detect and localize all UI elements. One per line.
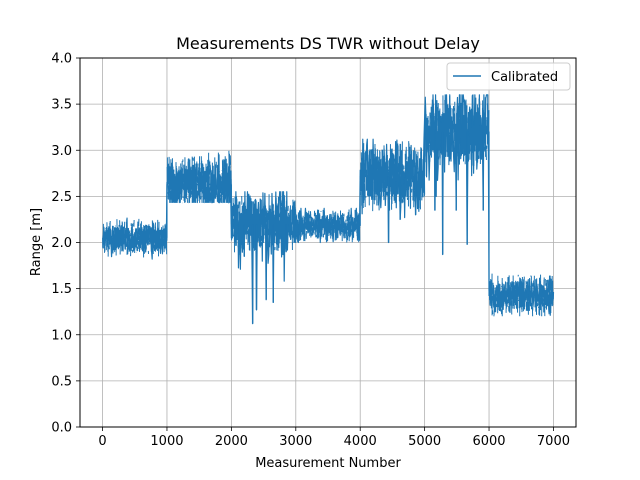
segment-noise-band xyxy=(102,218,168,258)
y-tick-label: 0.0 xyxy=(51,421,72,436)
x-tick-label: 3000 xyxy=(279,434,312,449)
segment-noise-path xyxy=(295,209,361,243)
segment-noise-path xyxy=(166,150,232,204)
y-tick-label: 1.0 xyxy=(51,328,72,343)
x-tick-label: 6000 xyxy=(472,434,505,449)
segment-noise-path xyxy=(102,218,168,258)
y-tick-label: 4.0 xyxy=(51,52,72,67)
y-tick-label: 0.5 xyxy=(51,374,72,389)
x-axis-label: Measurement Number xyxy=(255,456,401,471)
segment-noise-band xyxy=(166,150,232,204)
x-tick-label: 1000 xyxy=(150,434,183,449)
ticks-layer: 0 1000 2000 3000 4000 5000 6000 7000 0.0 0.5 1.0 1.… xyxy=(51,52,570,450)
y-tick-label: 1.5 xyxy=(51,282,72,297)
data-layer xyxy=(102,94,555,325)
legend: Calibrated xyxy=(446,62,571,91)
segment-noise-band xyxy=(295,209,361,243)
x-tick-label: 4000 xyxy=(344,434,377,449)
y-tick-label: 3.5 xyxy=(51,98,72,113)
legend-label-calibrated: Calibrated xyxy=(491,70,558,85)
y-tick-label: 2.5 xyxy=(51,190,72,205)
chart-title: Measurements DS TWR without Delay xyxy=(176,34,480,53)
y-axis-label: Range [m] xyxy=(29,208,44,276)
x-tick-label: 5000 xyxy=(408,434,441,449)
y-tick-label: 3.0 xyxy=(51,144,72,159)
x-tick-label: 0 xyxy=(98,434,106,449)
y-tick-label: 2.0 xyxy=(51,236,72,251)
legend-box xyxy=(446,62,571,91)
x-tick-label: 7000 xyxy=(537,434,570,449)
x-tick-label: 2000 xyxy=(215,434,248,449)
